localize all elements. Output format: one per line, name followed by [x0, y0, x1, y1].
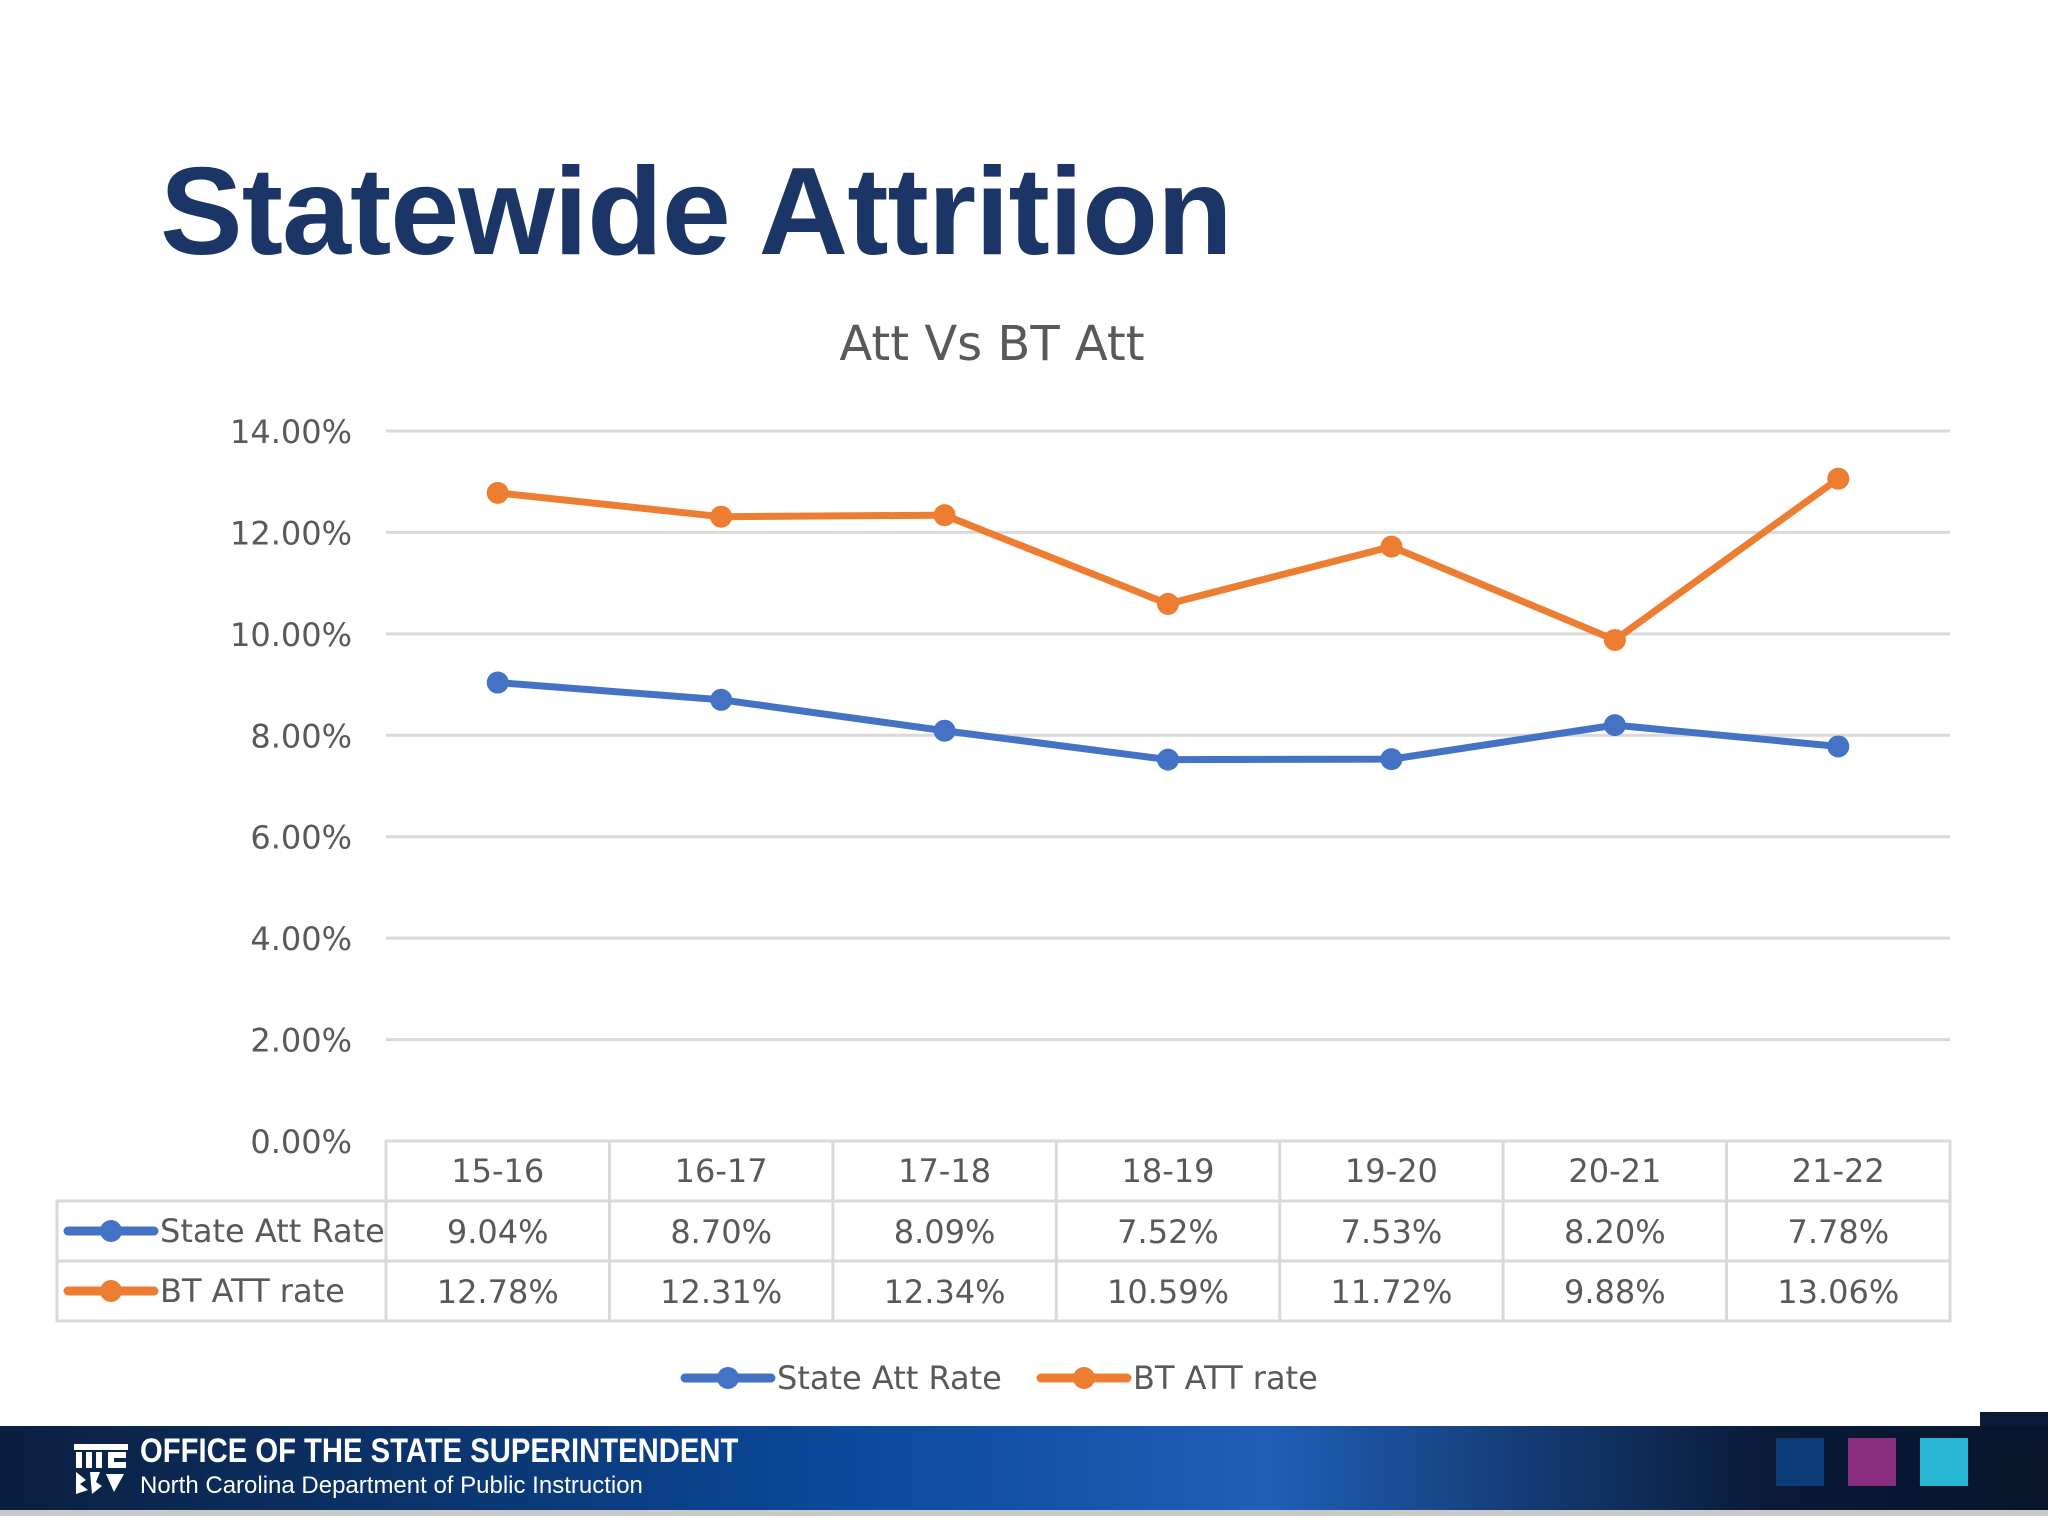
table-series-name: BT ATT rate: [160, 1272, 345, 1310]
chart: Att Vs BT Att 0.00% 2.00% 4.00% 6.00% 8.00% 1…: [55, 316, 1952, 1397]
y-tick-label: 14.00%: [230, 413, 352, 451]
data-point: [1380, 535, 1403, 558]
table-value-cell: 7.53%: [1341, 1213, 1443, 1251]
table-value-cell: 11.72%: [1330, 1273, 1452, 1311]
data-point: [486, 671, 509, 694]
data-point: [933, 504, 956, 527]
table-value-cell: 7.78%: [1787, 1213, 1889, 1251]
data-point: [1827, 467, 1850, 490]
y-tick-label: 4.00%: [250, 920, 352, 958]
data-point: [710, 688, 733, 711]
footer-bar: OFFICE OF THE STATE SUPERINTENDENT North…: [0, 1426, 2048, 1516]
table-value-cell: 8.70%: [670, 1213, 772, 1251]
data-table: 15-16 16-17 17-18 18-19 19-20 20-21 21-22 State…: [55, 1139, 1952, 1323]
footer-square-purple: [1848, 1438, 1896, 1486]
y-axis-tick-labels: 0.00% 2.00% 4.00% 6.00% 8.00% 10.00% 12.00% 14.…: [230, 413, 352, 1161]
footer-corner-tab: [1980, 1412, 2048, 1430]
x-category-label: 16-17: [675, 1152, 768, 1190]
legend-key-marker: [717, 1367, 739, 1389]
table-value-cell: 7.52%: [1117, 1213, 1219, 1251]
data-point: [1827, 735, 1850, 758]
x-category-label: 20-21: [1568, 1152, 1661, 1190]
table-value-cell: 8.20%: [1564, 1213, 1666, 1251]
footer-org-name: OFFICE OF THE STATE SUPERINTENDENT: [140, 1432, 739, 1470]
data-point: [486, 481, 509, 504]
y-tick-label: 0.00%: [250, 1123, 352, 1161]
data-point: [1157, 592, 1179, 615]
table-legend-key-marker: [100, 1280, 122, 1302]
table-legend-key-marker: [100, 1220, 122, 1242]
slide-title: Statewide Attrition: [160, 143, 1233, 281]
nc-dpi-logo-icon: [74, 1444, 128, 1494]
legend: State Att Rate BT ATT rate: [680, 1359, 1318, 1397]
data-point: [1380, 748, 1403, 771]
table-value-cell: 9.88%: [1564, 1273, 1666, 1311]
series-line: [494, 679, 1842, 764]
plot-series: [486, 467, 1850, 771]
table-series-name: State Att Rate: [160, 1212, 385, 1250]
table-value-cell: 9.04%: [447, 1213, 549, 1251]
x-category-label: 19-20: [1345, 1152, 1438, 1190]
table-value-cell: 12.31%: [660, 1273, 782, 1311]
data-point: [933, 719, 956, 742]
series-line: [494, 475, 1842, 644]
legend-key-marker: [1073, 1367, 1095, 1389]
y-tick-label: 12.00%: [230, 514, 352, 552]
legend-label: State Att Rate: [777, 1359, 1002, 1397]
y-tick-label: 6.00%: [250, 819, 352, 857]
y-tick-label: 8.00%: [250, 717, 352, 755]
y-tick-label: 2.00%: [250, 1022, 352, 1060]
x-category-label: 17-18: [898, 1152, 991, 1190]
data-point: [710, 505, 733, 528]
legend-label: BT ATT rate: [1133, 1359, 1318, 1397]
gridlines: [386, 429, 1950, 1042]
data-point: [1603, 628, 1626, 651]
x-category-label: 15-16: [451, 1152, 544, 1190]
data-point: [1157, 748, 1179, 771]
footer-dept-name: North Carolina Department of Public Inst…: [140, 1472, 643, 1499]
y-tick-label: 10.00%: [230, 616, 352, 654]
x-category-label: 21-22: [1792, 1152, 1885, 1190]
footer-square-cyan: [1920, 1438, 1968, 1486]
data-point: [1603, 714, 1626, 737]
table-value-cell: 8.09%: [894, 1213, 996, 1251]
table-value-cell: 12.78%: [437, 1273, 559, 1311]
footer-square-navy: [1776, 1438, 1824, 1486]
table-value-cell: 13.06%: [1777, 1273, 1899, 1311]
x-category-label: 18-19: [1122, 1152, 1215, 1190]
chart-title: Att Vs BT Att: [839, 316, 1144, 372]
table-value-cell: 12.34%: [884, 1273, 1006, 1311]
table-value-cell: 10.59%: [1107, 1273, 1229, 1311]
